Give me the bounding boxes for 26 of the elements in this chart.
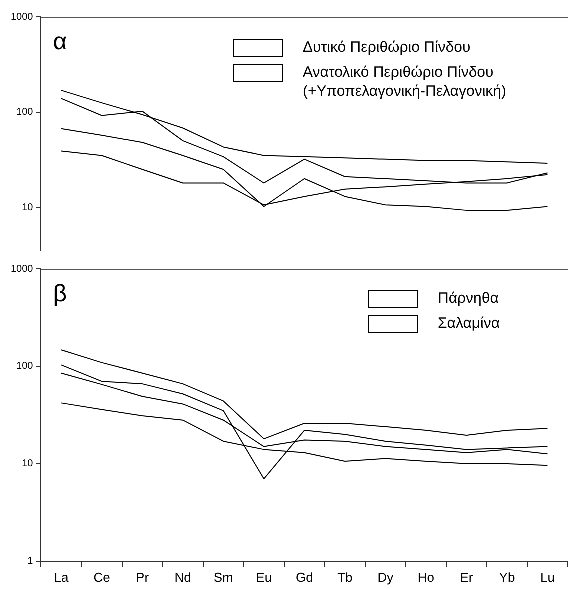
x-tick-label: Ho: [418, 570, 434, 585]
x-tick-label: Eu: [256, 570, 272, 585]
y-tick-label: 1000: [10, 12, 34, 23]
y-tick-label: 1000: [10, 264, 34, 275]
text: β: [53, 280, 68, 308]
y-tick-label: 10: [22, 458, 34, 470]
legend-label: Ανατολικό Περιθώριο Πίνδου (+Υποπελαγονική-Πελαγονική): [303, 63, 508, 101]
legend-label: Σαλαμίνα: [438, 314, 502, 333]
legend-label: Πάρνηθα: [438, 289, 500, 308]
x-tick-label: Pr: [136, 570, 150, 585]
text: α: [53, 28, 68, 56]
x-tick-label: Ce: [94, 570, 110, 585]
y-tick-label: 10: [22, 202, 34, 214]
x-tick-label: Dy: [378, 570, 394, 585]
y-tick-label: 100: [16, 107, 34, 118]
y-tick-label: 100: [16, 361, 34, 372]
x-tick-label: Sm: [214, 570, 234, 585]
x-tick-label: Nd: [174, 570, 192, 585]
y-tick-label: 1: [28, 556, 34, 568]
x-tick-label: Er: [460, 570, 474, 585]
x-tick-label: Lu: [540, 570, 555, 585]
x-tick-label: Gd: [296, 570, 314, 585]
x-tick-label: Tb: [338, 570, 353, 585]
x-tick-label: Yb: [499, 570, 516, 585]
x-tick-label: La: [54, 570, 70, 585]
legend-label: Δυτικό Περιθώριο Πίνδου: [303, 38, 472, 57]
